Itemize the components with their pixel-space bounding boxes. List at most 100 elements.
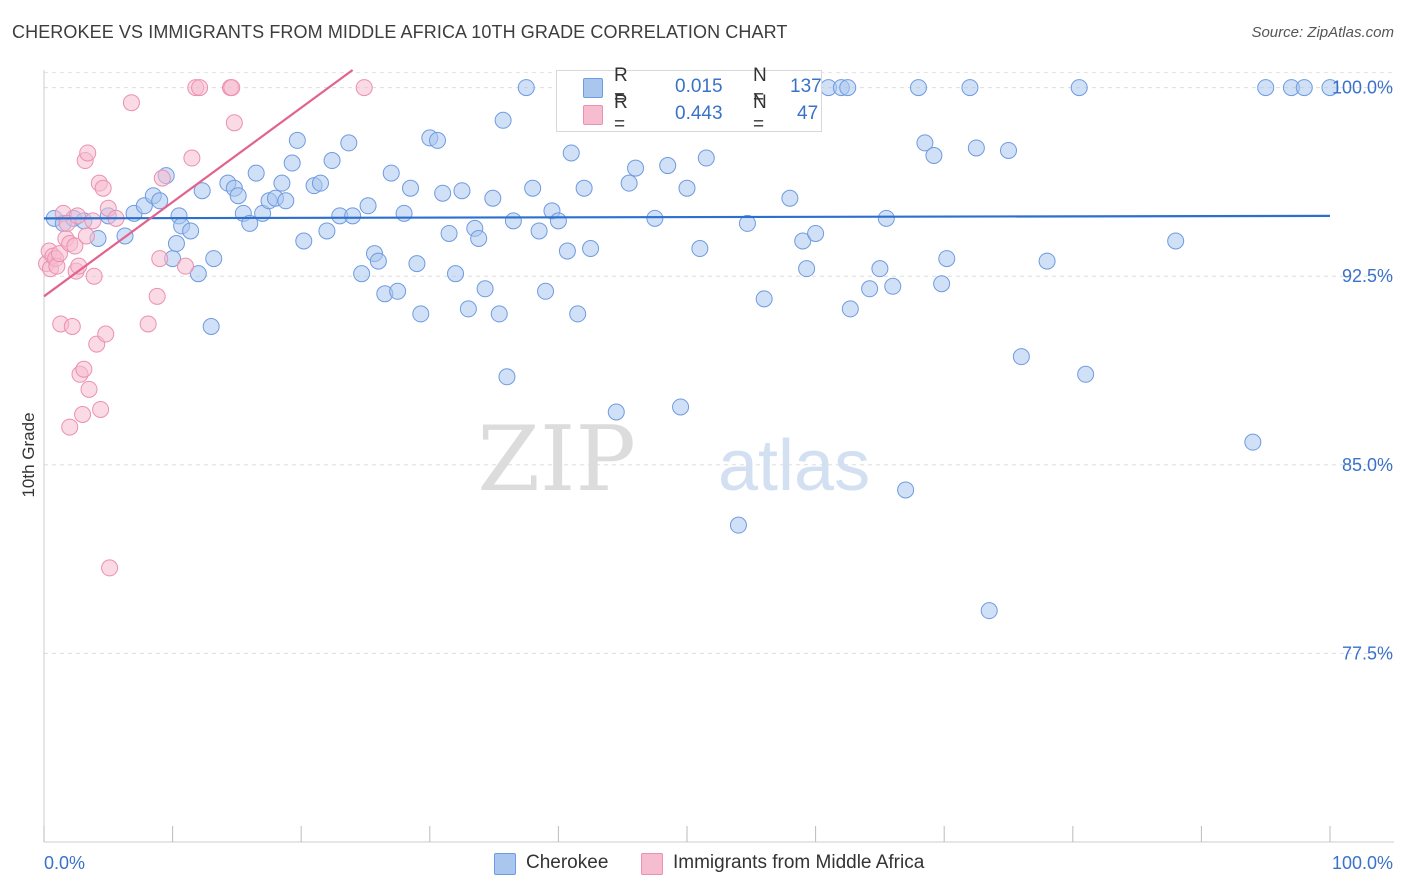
legend-r-label: R =: [614, 65, 628, 108]
cherokee-point: [933, 275, 951, 293]
cherokee-point: [569, 305, 587, 323]
middle-africa-point: [223, 79, 241, 97]
cherokee-point: [283, 154, 301, 172]
cherokee-point: [395, 204, 413, 222]
cherokee-point: [295, 232, 313, 250]
middle-africa-point: [68, 207, 86, 225]
cherokee-point: [755, 290, 773, 308]
cherokee-point: [646, 209, 664, 227]
middle-africa-point: [80, 380, 98, 398]
cherokee-point: [359, 197, 377, 215]
cherokee-point: [1070, 79, 1088, 97]
cherokee-point: [781, 189, 799, 207]
cherokee-point: [794, 232, 812, 250]
y-axis-label: 10th Grade: [19, 412, 38, 497]
cherokee-point: [1167, 232, 1185, 250]
tick-labels: 77.5% 85.0% 92.5% 100.0% 0.0% 100.0%: [44, 78, 1393, 873]
y-tick-label: 85.0%: [1342, 455, 1393, 475]
axes: [43, 70, 1394, 843]
cherokee-point: [323, 152, 341, 170]
cherokee-point: [229, 187, 247, 205]
legend-r-value: 0.015: [675, 76, 723, 97]
cherokee-point: [549, 212, 567, 230]
cherokee-point: [459, 300, 477, 318]
middle-africa-point: [225, 114, 243, 132]
middle-africa-point: [355, 79, 373, 97]
series-legend: Cherokee Immigrants from Middle Africa: [0, 850, 1406, 878]
cherokee-point: [1321, 79, 1339, 97]
cherokee-point: [504, 212, 522, 230]
cherokee-point: [871, 260, 889, 278]
cherokee-point: [318, 222, 336, 240]
cherokee-point: [202, 317, 220, 335]
correlation-legend: R = 0.015 N = 137 R = 0.443 N = 47: [556, 65, 822, 135]
cherokee-point: [1244, 433, 1262, 451]
cherokee-point: [490, 305, 508, 323]
middle-africa-point: [92, 400, 110, 418]
cherokee-point: [607, 403, 625, 421]
cherokee-point: [691, 240, 709, 258]
cherokee-point: [1257, 79, 1275, 97]
cherokee-point: [798, 260, 816, 278]
legend-swatch-blue: [583, 78, 603, 98]
cherokee-point: [659, 157, 677, 175]
cherokee-point: [470, 229, 488, 247]
middle-africa-point: [50, 245, 68, 263]
middle-africa-point: [84, 212, 102, 230]
y-tick-label: 92.5%: [1342, 266, 1393, 286]
middle-africa-point: [148, 287, 166, 305]
cherokee-point: [247, 164, 265, 182]
x-tick-label-max: 100.0%: [1332, 853, 1393, 873]
cherokee-point: [861, 280, 879, 298]
middle-africa-point: [77, 227, 95, 245]
cherokee-trend-line: [43, 214, 1331, 220]
series-label-cherokee: Cherokee: [526, 852, 609, 873]
chart-title: CHEROKEE VS IMMIGRANTS FROM MIDDLE AFRIC…: [12, 22, 788, 42]
cherokee-point: [476, 280, 494, 298]
legend-n-value: 47: [797, 103, 819, 124]
cherokee-point: [909, 79, 927, 97]
cherokee-point: [402, 179, 420, 197]
data-points: [38, 79, 1339, 620]
middle-africa-point: [122, 94, 140, 112]
cherokee-point: [434, 184, 452, 202]
cherokee-point: [494, 111, 512, 129]
middle-africa-point: [176, 257, 194, 275]
middle-africa-point: [191, 79, 209, 97]
cherokee-point: [562, 144, 580, 162]
cherokee-point: [961, 79, 979, 97]
cherokee-point: [353, 265, 371, 283]
cherokee-point: [537, 282, 555, 300]
cherokee-point: [582, 240, 600, 258]
cherokee-point: [205, 250, 223, 268]
middle-africa-point: [74, 406, 92, 424]
middle-africa-point: [94, 179, 112, 197]
cherokee-point: [839, 79, 857, 97]
cherokee-point: [807, 224, 825, 242]
middle-africa-point: [85, 267, 103, 285]
cherokee-point: [429, 131, 447, 149]
grid: [44, 72, 1394, 654]
cherokee-point: [389, 282, 407, 300]
cherokee-point: [925, 146, 943, 164]
middle-africa-point: [139, 315, 157, 333]
legend-swatch-pink: [583, 105, 603, 125]
series-swatch-pink: [641, 853, 663, 875]
cherokee-point: [189, 265, 207, 283]
cherokee-point: [440, 224, 458, 242]
cherokee-point: [916, 134, 934, 152]
cherokee-point: [1038, 252, 1056, 270]
cherokee-point: [453, 182, 471, 200]
source-credit: Source: ZipAtlas.com: [1251, 24, 1394, 41]
middle-africa-point: [61, 418, 79, 436]
cherokee-point: [241, 214, 259, 232]
series-swatch-blue: [494, 853, 516, 875]
watermark-zip: ZIP: [477, 407, 636, 512]
cherokee-point: [369, 252, 387, 270]
cherokee-point: [524, 179, 542, 197]
legend-n-value: 137: [790, 76, 822, 97]
middle-africa-point: [101, 559, 119, 577]
cherokee-point: [558, 242, 576, 260]
cherokee-point: [575, 179, 593, 197]
